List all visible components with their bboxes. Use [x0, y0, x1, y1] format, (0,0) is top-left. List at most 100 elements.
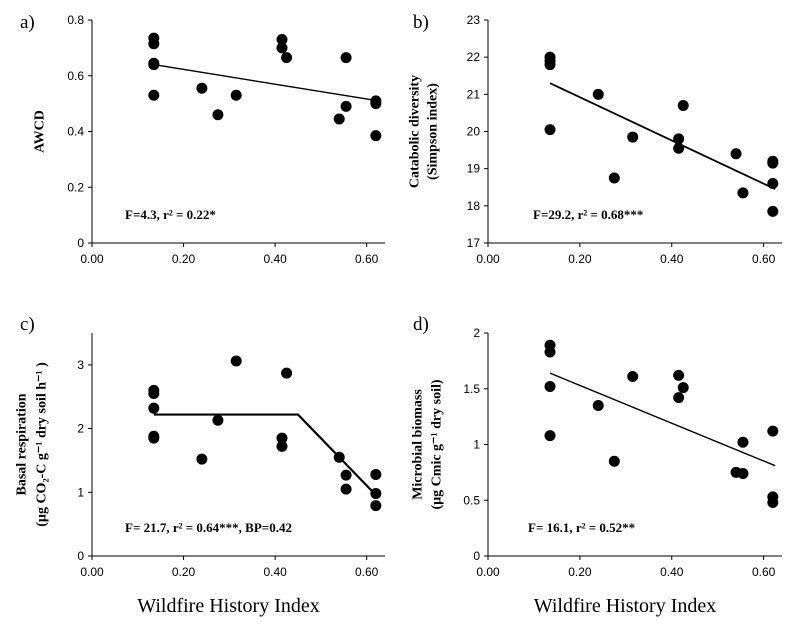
x-tick-label: 0.60 [752, 565, 776, 579]
stats-annotation: F=4.3, r² = 0.22* [125, 207, 216, 222]
stats-annotation: F= 16.1, r² = 0.52** [528, 520, 635, 535]
data-point [340, 483, 352, 495]
data-point [737, 187, 749, 199]
data-point [340, 469, 352, 481]
y-tick-label: 2 [473, 326, 480, 340]
x-tick-label: 0.20 [172, 252, 196, 266]
y-tick-label: 23 [467, 13, 481, 27]
data-point [230, 89, 242, 101]
data-point [370, 98, 382, 110]
data-point [281, 367, 293, 379]
data-point [767, 425, 779, 437]
data-point [673, 369, 685, 381]
data-point [370, 130, 382, 142]
data-point [730, 148, 742, 160]
y-tick-label: 0.5 [463, 493, 480, 507]
y-axis-label: Microbial biomass [411, 389, 426, 500]
stats-annotation: F=29.2, r² = 0.68*** [533, 207, 643, 222]
y-tick-label: 0.6 [67, 69, 84, 83]
data-point [673, 133, 685, 145]
data-point [673, 392, 685, 404]
data-point [333, 451, 345, 463]
data-point [677, 99, 689, 111]
data-point [767, 496, 779, 508]
data-point [212, 414, 224, 426]
x-tick-label: 0.60 [355, 565, 379, 579]
data-point [212, 109, 224, 121]
y-axis-label: Catabolic diversity [408, 75, 423, 188]
data-point [544, 59, 556, 71]
data-point [370, 468, 382, 480]
y-tick-label: 18 [467, 199, 481, 213]
panel-label: d) [413, 314, 429, 335]
data-point [592, 88, 604, 100]
data-point [737, 436, 749, 448]
x-tick-label: 0.60 [752, 252, 776, 266]
data-point [281, 52, 293, 64]
y-tick-label: 21 [467, 87, 481, 101]
data-point [148, 432, 160, 444]
data-point [276, 440, 288, 452]
panel-label: c) [20, 314, 35, 335]
data-point [340, 100, 352, 112]
stats-annotation: F= 21.7, r² = 0.64***, BP=0.42 [125, 520, 292, 535]
y-tick-label: 1.5 [463, 382, 480, 396]
y-axis-label: AWCD [33, 110, 48, 153]
x-tick-label: 0.00 [80, 565, 104, 579]
x-axis-title: Wildfire History Index [137, 595, 319, 617]
data-point [544, 124, 556, 136]
data-point [767, 178, 779, 190]
y-tick-label: 1 [77, 485, 84, 499]
data-point [276, 42, 288, 54]
data-point [544, 346, 556, 358]
y-axis-label: (µg Cmic g⁻¹ dry soil) [430, 379, 445, 509]
data-point [767, 205, 779, 217]
x-tick-label: 0.00 [476, 565, 500, 579]
y-tick-label: 22 [467, 50, 481, 64]
data-point [544, 381, 556, 393]
data-point [196, 453, 208, 465]
x-tick-label: 0.40 [660, 565, 684, 579]
x-tick-label: 0.20 [568, 252, 592, 266]
data-point [370, 500, 382, 512]
x-tick-label: 0.40 [660, 252, 684, 266]
x-tick-label: 0.20 [172, 565, 196, 579]
fit-line [153, 413, 379, 499]
y-tick-label: 2 [77, 422, 84, 436]
data-point [340, 52, 352, 64]
y-tick-label: 3 [77, 358, 84, 372]
y-tick-label: 0.2 [67, 180, 84, 194]
data-point [276, 432, 288, 444]
data-point [544, 430, 556, 442]
panel-label: a) [20, 12, 35, 33]
y-tick-label: 0 [77, 549, 84, 563]
y-tick-label: 19 [467, 162, 481, 176]
data-point [370, 488, 382, 500]
fit-line [549, 372, 776, 467]
y-axis-label: (µg CO₂-C g⁻¹ dry soil h⁻¹ ) [35, 362, 50, 527]
x-tick-label: 0.20 [568, 565, 592, 579]
data-point [673, 142, 685, 154]
data-point [230, 355, 242, 367]
data-point [333, 113, 345, 125]
y-tick-label: 20 [467, 125, 481, 139]
fit-line [153, 63, 379, 102]
x-tick-label: 0.60 [355, 252, 379, 266]
x-tick-label: 0.00 [80, 252, 104, 266]
data-point [148, 89, 160, 101]
y-tick-label: 0 [77, 236, 84, 250]
y-tick-label: 17 [467, 236, 481, 250]
y-axis-label: (Simpson index) [426, 83, 441, 180]
data-point [608, 455, 620, 467]
x-axis-title: Wildfire History Index [534, 595, 716, 617]
fit-line [549, 82, 776, 190]
x-tick-label: 0.40 [263, 252, 287, 266]
data-point [148, 402, 160, 414]
x-tick-label: 0.00 [476, 252, 500, 266]
data-point [767, 157, 779, 169]
y-tick-label: 0.4 [67, 125, 84, 139]
data-point [737, 467, 749, 479]
data-point [592, 399, 604, 411]
data-point [608, 172, 620, 184]
